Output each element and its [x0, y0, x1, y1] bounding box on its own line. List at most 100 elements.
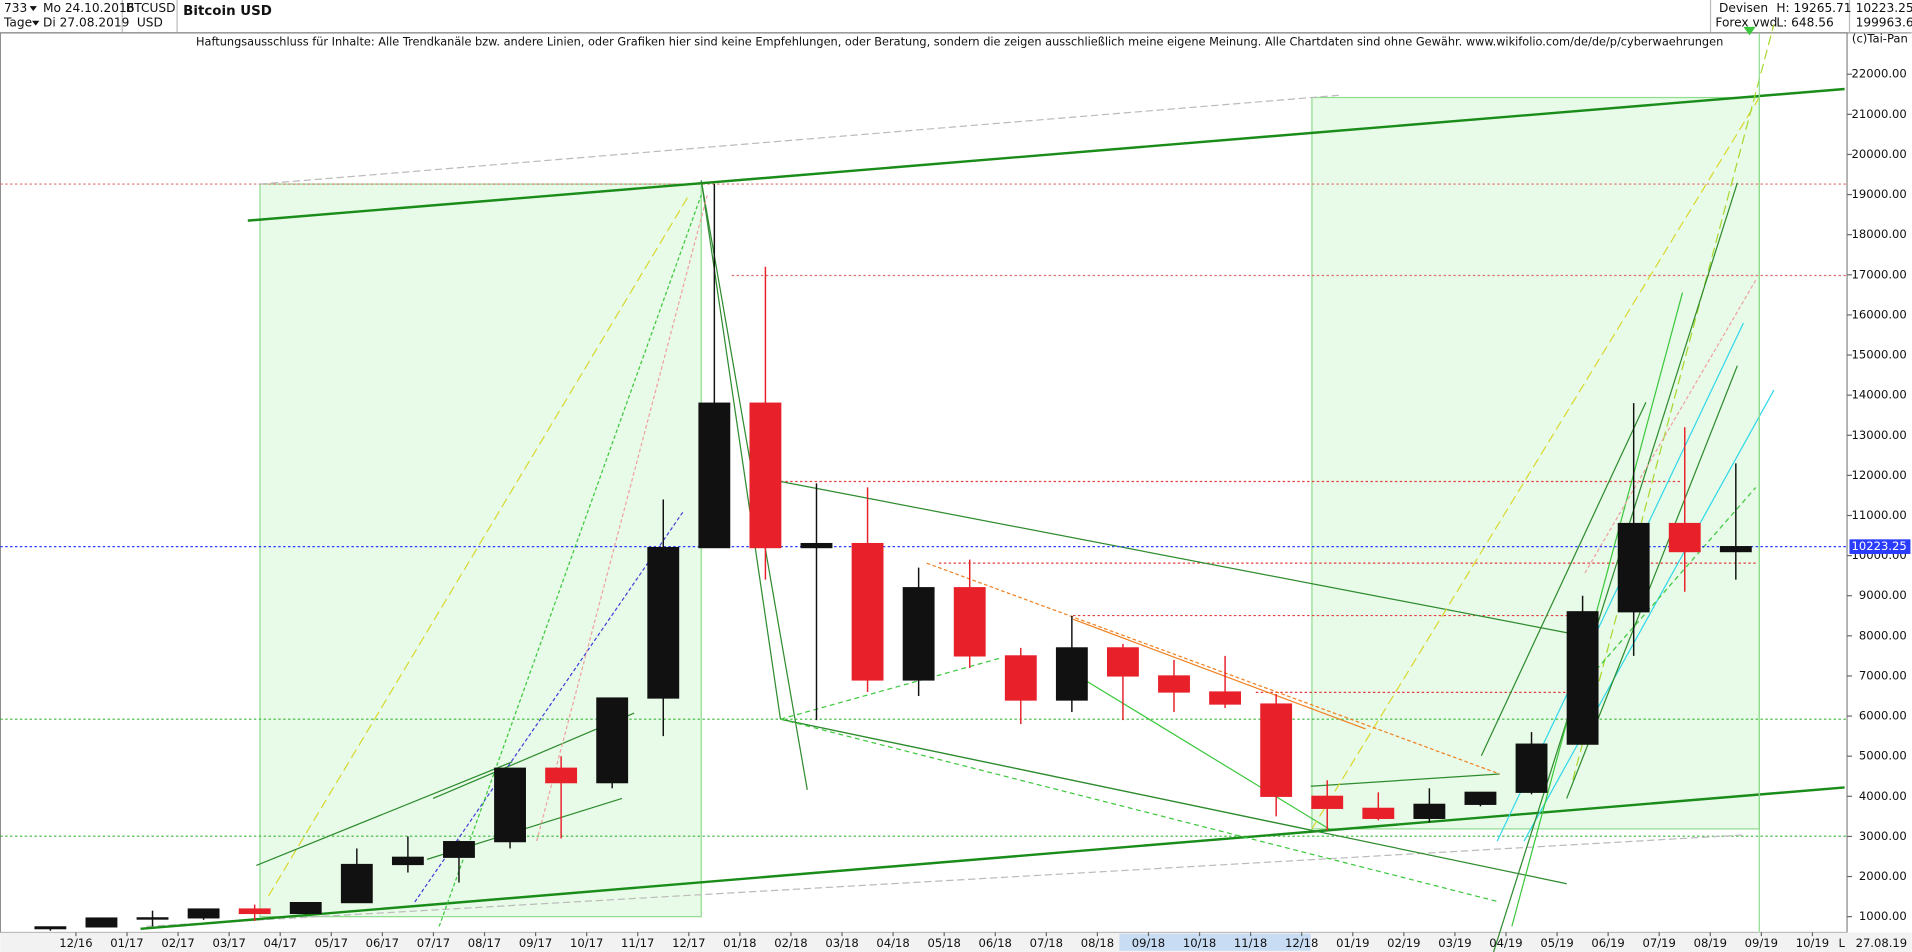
candle-body [647, 546, 680, 699]
trend-line [1492, 182, 1738, 952]
candle-body [800, 542, 833, 549]
x-axis-selection[interactable] [1119, 933, 1311, 951]
x-tick-label: 01/17 [110, 936, 143, 950]
trend-line [1311, 97, 1760, 830]
trend-line [146, 834, 1744, 928]
x-tick-label: 12/16 [59, 936, 92, 950]
candle-body [851, 542, 884, 681]
channel-line [140, 786, 1845, 931]
currency: USD [137, 16, 163, 30]
start-date: Mo 24.10.2016 [43, 1, 135, 15]
scale-mode[interactable]: L [1839, 936, 1846, 950]
candle-body [1004, 655, 1037, 701]
x-tick-label: 10/19 [1796, 936, 1829, 950]
last-price-label: 10223.25 [1852, 539, 1907, 553]
trend-line [1584, 280, 1757, 574]
x-tick-label: 04/17 [264, 936, 297, 950]
y-tick-label: 19000.00 [1852, 187, 1907, 201]
x-tick-label: 08/19 [1694, 936, 1727, 950]
candle-body [136, 917, 169, 920]
trend-line [1072, 618, 1366, 730]
trend-line [438, 194, 702, 927]
high-label: H: 19265.71 [1776, 1, 1851, 15]
y-tick-label: 1000.00 [1859, 909, 1907, 923]
candle-body [1464, 791, 1497, 805]
candle-body [340, 863, 373, 904]
candle-body [187, 908, 220, 919]
disclaimer: Haftungsausschluss für Inhalte: Alle Tre… [196, 35, 1723, 49]
trend-line [1523, 389, 1775, 842]
last-price: 10223.25 [1856, 1, 1912, 15]
y-tick-label: 6000.00 [1859, 709, 1907, 723]
x-tick-label: 10/18 [1183, 936, 1216, 950]
channel-line [247, 87, 1845, 222]
y-tick-label: 21000.00 [1852, 107, 1907, 121]
x-tick-label: 06/19 [1591, 936, 1624, 950]
y-tick-label: 5000.00 [1859, 749, 1907, 763]
trend-line [780, 718, 1500, 903]
bar-count[interactable]: 733 [4, 1, 27, 15]
candle-body [1617, 522, 1650, 613]
x-tick-label: 05/17 [315, 936, 348, 950]
y-tick-label: 22000.00 [1852, 67, 1907, 81]
candle-body [902, 587, 935, 681]
candles [34, 183, 1752, 931]
y-tick-label: 11000.00 [1852, 508, 1907, 522]
x-tick-label: 12/17 [672, 936, 705, 950]
x-tick-label: 06/18 [979, 936, 1012, 950]
candle-body [1413, 803, 1446, 819]
x-tick-label: 11/18 [1234, 936, 1267, 950]
candle-body [34, 926, 67, 930]
period[interactable]: Tage [3, 16, 32, 30]
source: Forex vwd [1715, 16, 1777, 30]
candle-body [749, 402, 782, 549]
candle-body [953, 587, 986, 657]
x-tick-label: 02/17 [161, 936, 194, 950]
volume: 199963.6/ [1856, 16, 1912, 30]
x-tick-label: 07/17 [417, 936, 450, 950]
y-tick-label: 2000.00 [1859, 869, 1907, 883]
trend-line [1584, 487, 1757, 684]
marker [1743, 26, 1756, 36]
candle-body [698, 402, 731, 549]
trend-line [1480, 401, 1647, 757]
x-tick-label: 05/19 [1540, 936, 1573, 950]
candle-body [1515, 743, 1548, 793]
y-tick-label: 4000.00 [1859, 789, 1907, 803]
copyright: (c)Tai-Pan [1852, 32, 1908, 46]
x-tick-label: 01/18 [723, 936, 756, 950]
candle-body [1668, 522, 1701, 553]
x-tick-label: 04/18 [876, 936, 909, 950]
x-tick-label: 03/19 [1438, 936, 1471, 950]
y-tick-label: 16000.00 [1852, 307, 1907, 321]
x-tick-label: 10/17 [570, 936, 603, 950]
trend-line [256, 761, 513, 867]
low-label: L: 648.56 [1776, 16, 1833, 30]
header: 733 Mo 24.10.2016 Tage Di 27.08.2019 BTC… [0, 0, 1912, 34]
symbol: BTCUSD [126, 1, 176, 15]
dropdown-arrow[interactable] [29, 6, 37, 11]
x-tick-label: 03/18 [825, 936, 858, 950]
trend-line [1072, 672, 1330, 830]
candle-body [1719, 546, 1752, 553]
chart-title: Bitcoin USD [183, 4, 272, 19]
x-tick-label: 02/18 [774, 936, 807, 950]
candle-body [1055, 647, 1088, 701]
trend-line [1310, 773, 1500, 787]
x-tick-label: 05/18 [927, 936, 960, 950]
x-tick-label: 04/19 [1489, 936, 1522, 950]
market: Devisen [1719, 1, 1768, 15]
candle-body [289, 902, 322, 915]
x-tick-label: 08/18 [1081, 936, 1114, 950]
y-tick-label: 12000.00 [1852, 468, 1907, 482]
candle-body [1311, 795, 1344, 809]
candle-body [1209, 691, 1242, 705]
trend-line [267, 194, 690, 897]
trend-line [1572, 24, 1775, 781]
candle-body [545, 767, 578, 784]
dropdown-arrow[interactable] [32, 20, 40, 26]
trend-line [780, 718, 1567, 885]
x-tick-label: 03/17 [212, 936, 245, 950]
